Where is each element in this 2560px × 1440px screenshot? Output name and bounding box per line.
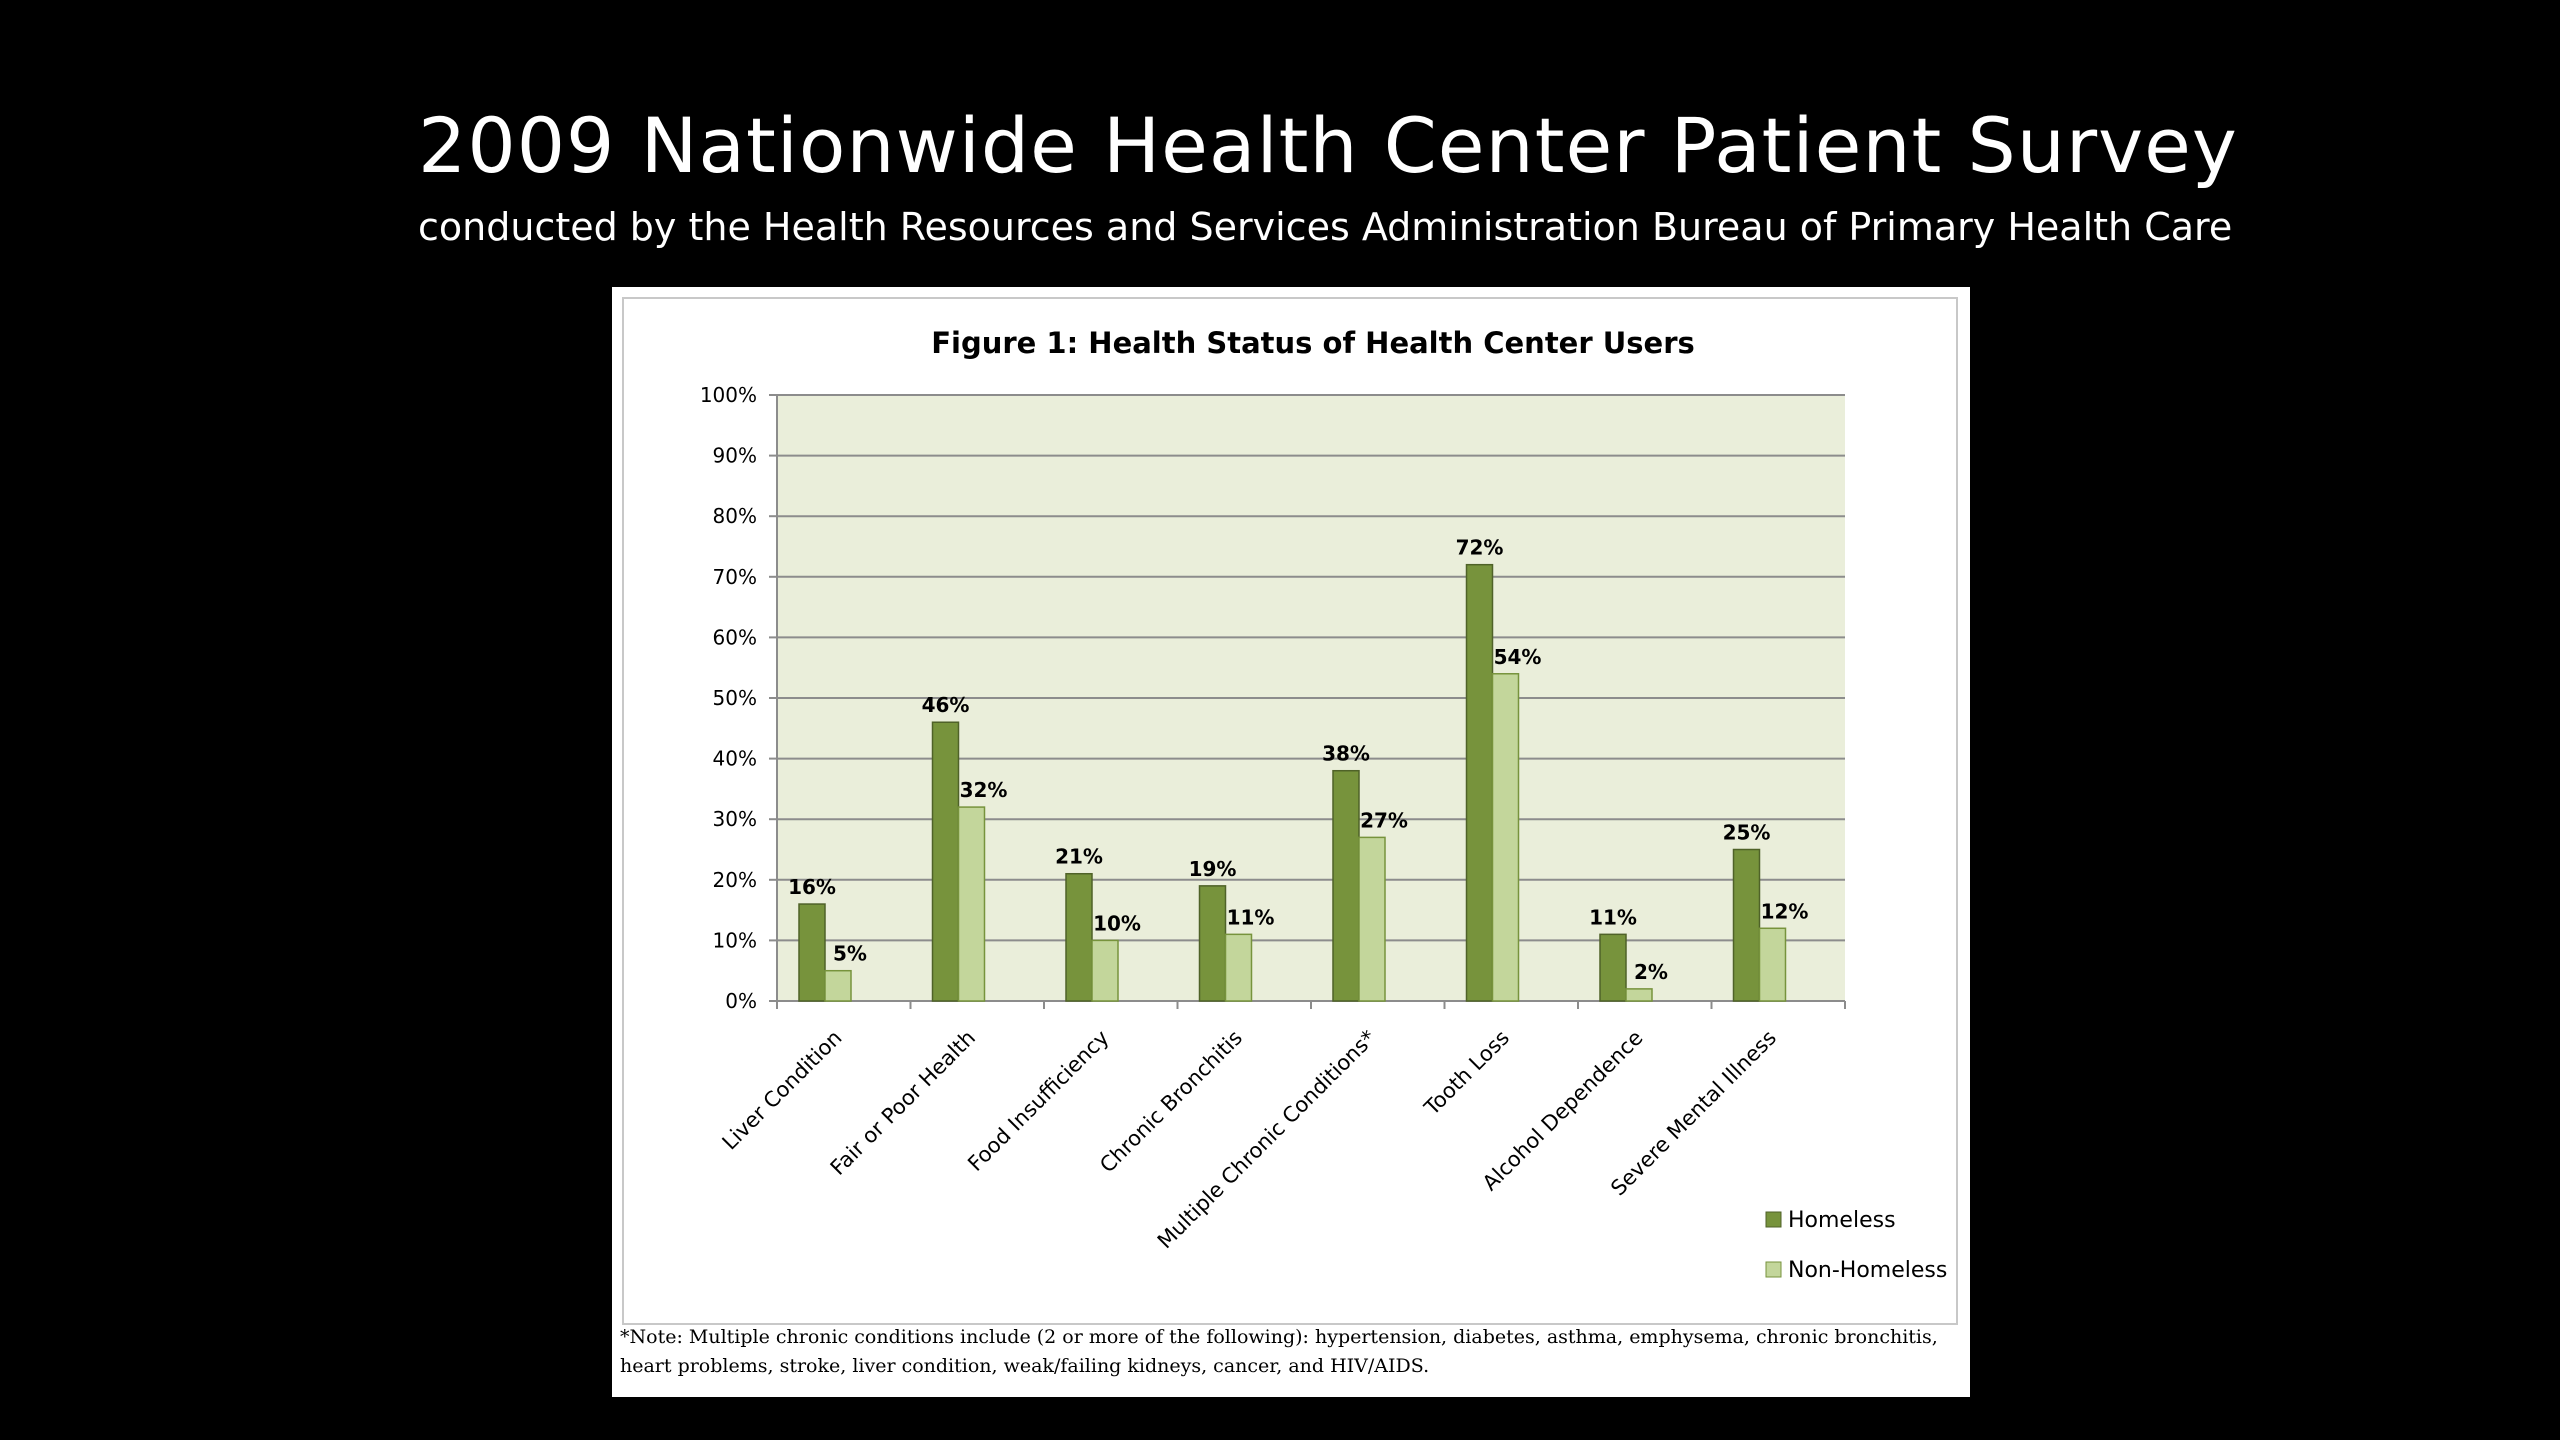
- x-tick-label: Tooth Loss: [1419, 1026, 1514, 1121]
- data-label: 10%: [1093, 911, 1141, 935]
- y-tick-label: 90%: [713, 444, 757, 468]
- y-tick-label: 100%: [700, 383, 757, 407]
- data-label: 27%: [1360, 808, 1408, 832]
- data-label: 2%: [1634, 960, 1668, 984]
- bar-homeless: [1198, 885, 1227, 1002]
- y-tick-label: 30%: [713, 807, 757, 831]
- figure-panel: Figure 1: Health Status of Health Center…: [612, 287, 1970, 1397]
- x-tick-label: Fair or Poor Health: [826, 1026, 980, 1180]
- y-tick-label: 60%: [713, 625, 757, 649]
- slide-title: 2009 Nationwide Health Center Patient Su…: [418, 101, 2238, 190]
- data-label: 72%: [1456, 536, 1504, 560]
- y-tick-label: 80%: [713, 504, 757, 528]
- bar-non-homeless: [1758, 927, 1787, 1002]
- x-tick-label: Liver Condition: [718, 1026, 847, 1155]
- bar-homeless: [1332, 769, 1360, 1002]
- x-tick-label: Multiple Chronic Conditions*: [1153, 1026, 1381, 1254]
- x-tick-label: Chronic Bronchitis: [1095, 1026, 1247, 1178]
- y-tick-label: 40%: [713, 747, 757, 771]
- chart-frame: [622, 297, 1958, 1325]
- data-label: 12%: [1761, 899, 1809, 923]
- slide-subtitle: conducted by the Health Resources and Se…: [418, 205, 2233, 249]
- legend-label: Homeless: [1788, 1208, 1896, 1233]
- bar-non-homeless: [1491, 673, 1520, 1002]
- chart-note: *Note: Multiple chronic conditions inclu…: [620, 1326, 1938, 1377]
- bar-homeless: [1599, 933, 1627, 1002]
- x-tick-label: Food Insufficiency: [963, 1026, 1113, 1176]
- y-tick-label: 0%: [725, 989, 757, 1013]
- bar-non-homeless: [1224, 933, 1253, 1002]
- chart-title: Figure 1: Health Status of Health Center…: [931, 326, 1695, 360]
- legend-label: Non-Homeless: [1788, 1258, 1947, 1283]
- bar-non-homeless: [957, 806, 986, 1002]
- data-label: 19%: [1189, 857, 1237, 881]
- bar-non-homeless: [1358, 836, 1386, 1002]
- bar-homeless: [931, 721, 960, 1002]
- bar-non-homeless: [1091, 939, 1119, 1002]
- data-label: 16%: [788, 875, 836, 899]
- data-label: 25%: [1723, 821, 1771, 845]
- bar-homeless: [1465, 563, 1494, 1002]
- bar-non-homeless: [1625, 988, 1653, 1002]
- y-tick-label: 70%: [713, 565, 757, 589]
- data-label: 5%: [833, 942, 867, 966]
- data-label: 32%: [960, 778, 1008, 802]
- bar-homeless: [798, 903, 826, 1002]
- y-tick-label: 10%: [713, 928, 757, 952]
- data-label: 38%: [1322, 742, 1370, 766]
- bar-non-homeless: [824, 969, 852, 1002]
- data-label: 54%: [1494, 645, 1542, 669]
- data-label: 46%: [922, 693, 970, 717]
- y-tick-label: 50%: [713, 686, 757, 710]
- data-label: 21%: [1055, 845, 1103, 869]
- bar-chart: Figure 1: Health Status of Health Center…: [700, 326, 1948, 1283]
- data-label: 11%: [1589, 905, 1637, 929]
- bar-homeless: [1732, 848, 1761, 1002]
- legend-swatch: [1765, 1211, 1782, 1228]
- data-label: 11%: [1227, 905, 1275, 929]
- legend-swatch: [1765, 1261, 1782, 1278]
- y-tick-label: 20%: [713, 868, 757, 892]
- bar-homeless: [1065, 872, 1093, 1002]
